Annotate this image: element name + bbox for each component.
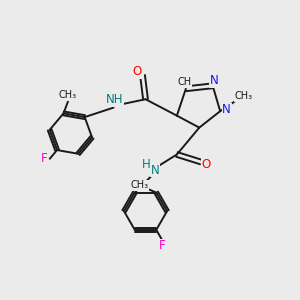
Text: NH: NH: [105, 93, 123, 106]
Text: F: F: [159, 239, 165, 252]
Text: CH₃: CH₃: [59, 91, 77, 100]
Text: H: H: [142, 158, 151, 170]
Text: CH: CH: [177, 77, 191, 87]
Text: O: O: [133, 65, 142, 78]
Text: O: O: [202, 158, 211, 171]
Text: CH₃: CH₃: [130, 180, 148, 190]
Text: N: N: [210, 74, 219, 87]
Text: F: F: [41, 152, 48, 165]
Text: N: N: [151, 164, 160, 176]
Text: N: N: [222, 103, 231, 116]
Text: CH₃: CH₃: [234, 91, 253, 101]
